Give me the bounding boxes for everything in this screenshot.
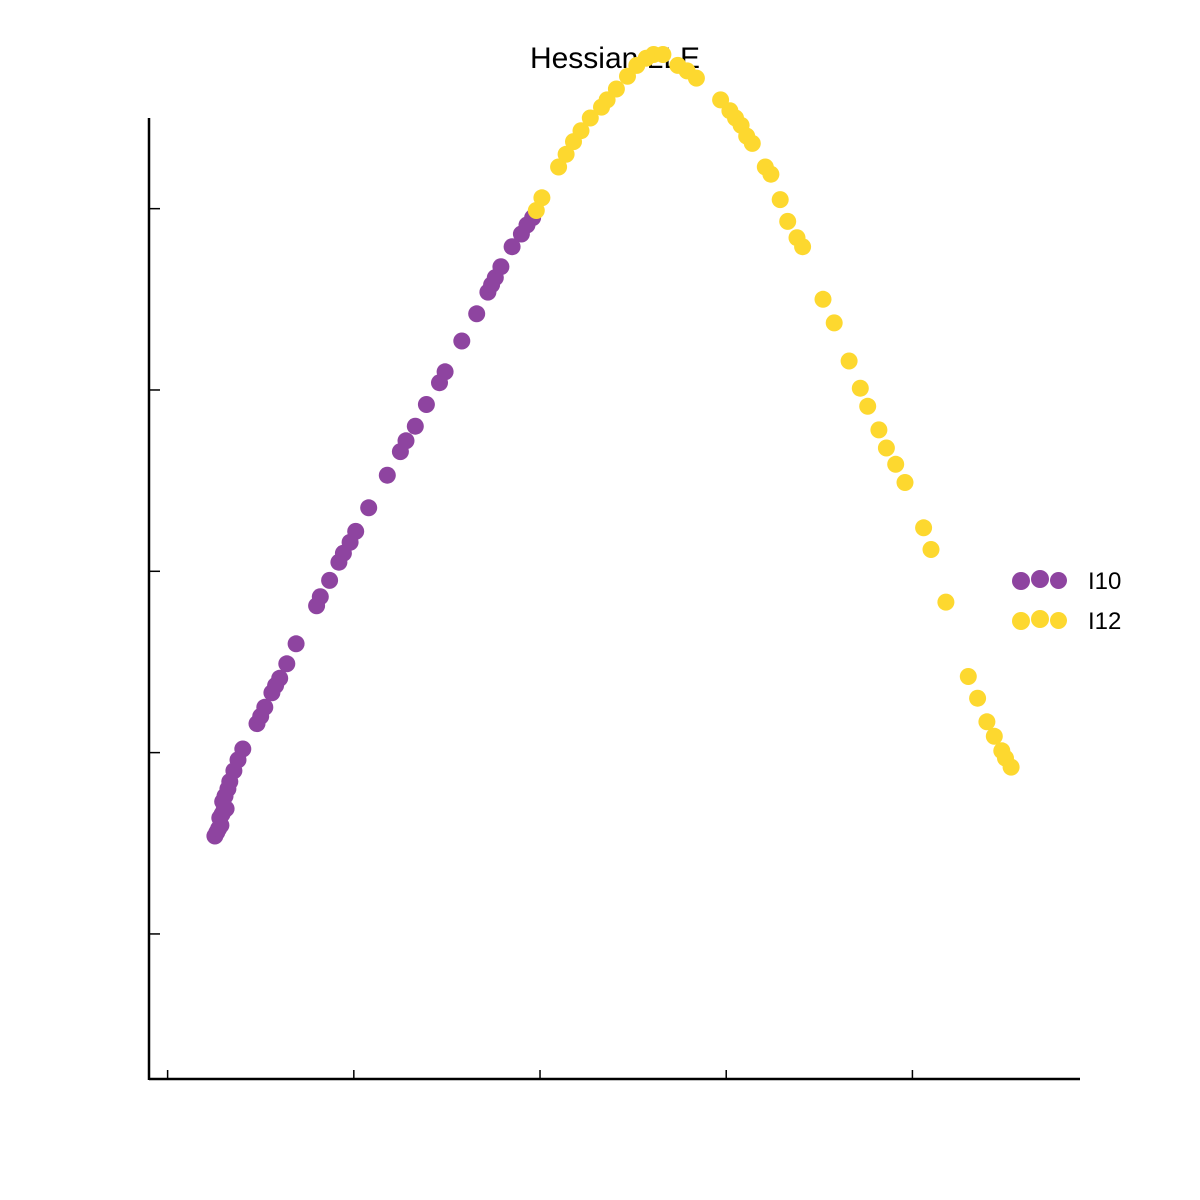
data-point	[234, 740, 252, 758]
legend-marker	[1008, 602, 1088, 642]
legend-item-i12: I12	[1008, 602, 1121, 642]
data-point	[870, 421, 888, 439]
data-point	[779, 212, 797, 230]
data-point	[278, 655, 296, 673]
data-point	[859, 397, 877, 415]
data-point	[687, 69, 705, 87]
data-point	[468, 305, 486, 323]
legend-item-i10: I10	[1008, 562, 1121, 602]
data-point	[378, 466, 396, 484]
series-i10	[206, 209, 542, 845]
legend-marker	[1008, 562, 1088, 602]
data-point	[915, 519, 933, 537]
data-point	[840, 352, 858, 370]
legend-marker-dot	[1050, 612, 1067, 629]
data-points	[206, 46, 1020, 845]
data-point	[453, 332, 471, 350]
data-point	[550, 158, 568, 176]
data-point	[347, 522, 365, 540]
data-point	[978, 713, 996, 731]
data-point	[771, 191, 789, 209]
legend-marker-dot	[1031, 570, 1049, 588]
legend-marker-dot	[1031, 610, 1049, 628]
legend-label: I10	[1088, 568, 1122, 595]
data-point	[851, 379, 869, 397]
data-point	[654, 46, 672, 63]
data-point	[557, 145, 575, 163]
data-point	[287, 635, 305, 653]
data-point	[896, 474, 914, 491]
data-point	[256, 698, 274, 716]
data-point	[985, 727, 1003, 745]
data-point	[937, 593, 955, 611]
data-point	[527, 202, 545, 219]
data-point	[360, 499, 378, 517]
legend-marker-dot	[1012, 612, 1030, 630]
data-point	[877, 439, 895, 457]
data-point	[743, 134, 761, 152]
data-point	[607, 80, 625, 98]
legend: I10 I12	[1008, 562, 1121, 642]
data-point	[492, 258, 510, 276]
legend-marker-dot	[1012, 572, 1030, 590]
data-point	[311, 588, 329, 606]
series-i12	[527, 46, 1020, 776]
axes	[147, 118, 1080, 1081]
data-point	[959, 668, 977, 685]
data-point	[417, 396, 435, 413]
data-point	[887, 455, 905, 473]
data-point	[825, 314, 843, 332]
data-point	[794, 238, 812, 256]
data-point	[969, 689, 987, 707]
data-point	[271, 669, 289, 687]
data-point	[814, 290, 832, 308]
data-point	[436, 363, 454, 381]
legend-label: I12	[1088, 608, 1122, 635]
data-point	[406, 417, 424, 435]
data-point	[922, 541, 940, 558]
data-point	[397, 432, 415, 450]
data-point	[533, 189, 551, 207]
data-point	[572, 122, 590, 140]
data-point	[321, 571, 339, 589]
data-point	[762, 165, 780, 183]
data-point	[1002, 758, 1020, 776]
data-point	[581, 109, 599, 127]
legend-marker-dot	[1050, 572, 1067, 589]
data-point	[503, 238, 521, 256]
